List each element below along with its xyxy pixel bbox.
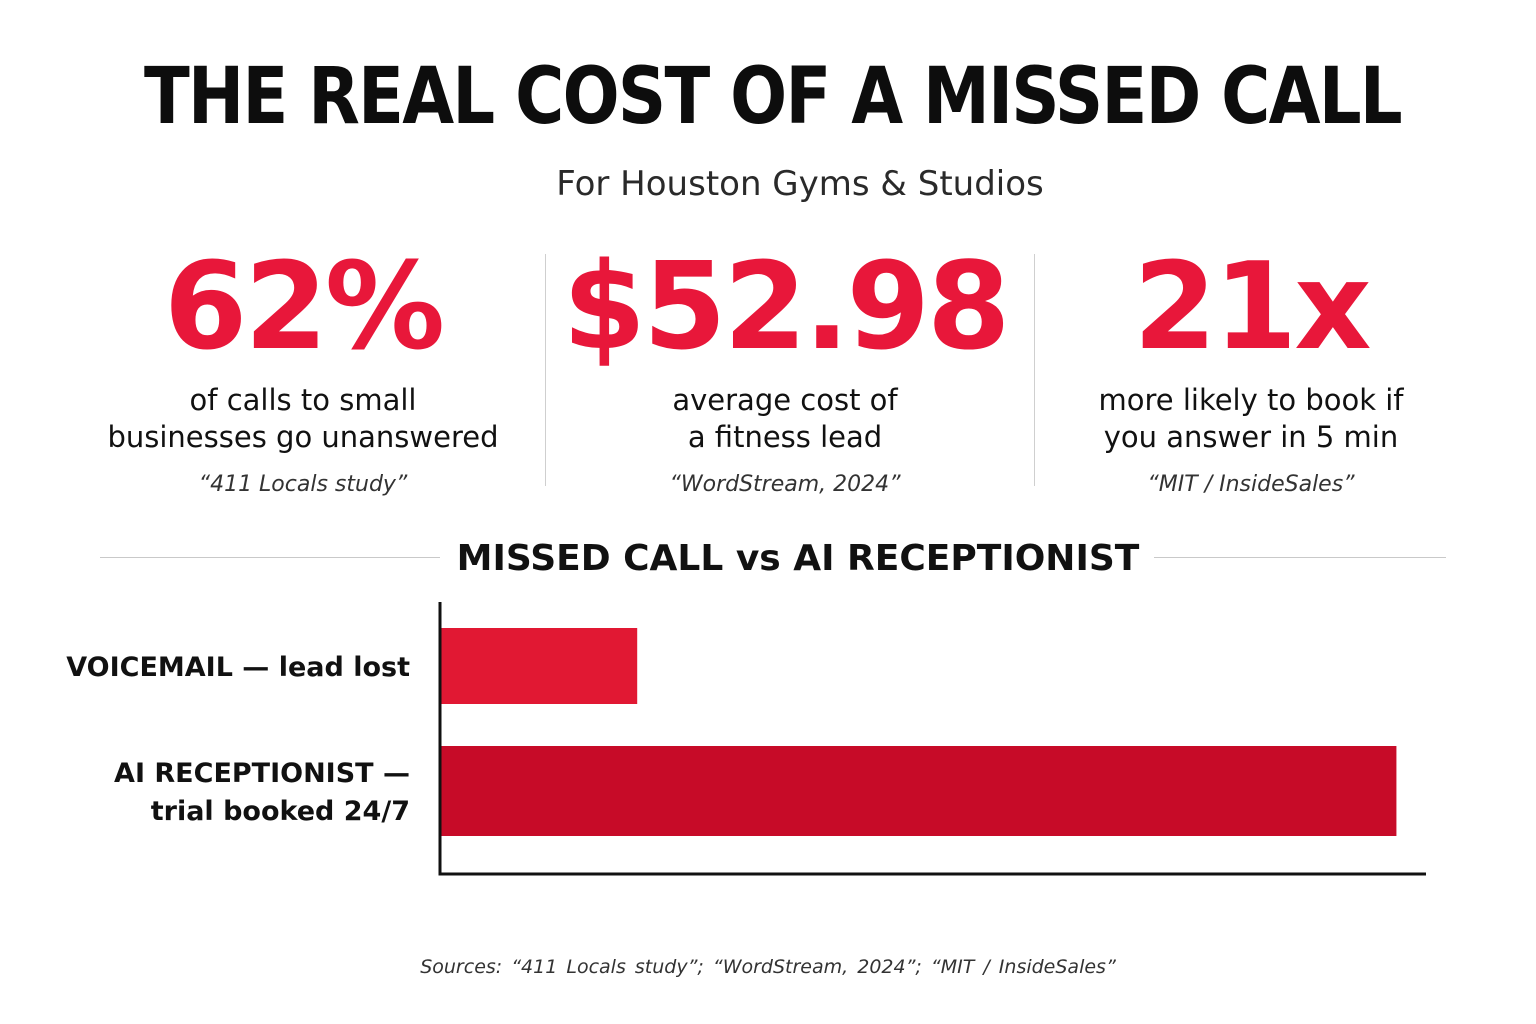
stat-description: average cost of a fitness lead (672, 383, 898, 454)
stat-description: more likely to book if you answer in 5 m… (1098, 383, 1404, 454)
section-rule-right (1154, 557, 1446, 558)
section-rule-left (100, 557, 440, 558)
stat-description: of calls to small businesses go unanswer… (107, 383, 499, 454)
stat-card-unanswered-calls: 62% of calls to small businesses go unan… (68, 238, 538, 497)
bar-category-label: trial booked 24/7 (151, 796, 410, 827)
page-subtitle: For Houston Gyms & Studios (556, 164, 1044, 204)
stat-value: 21x (1133, 238, 1371, 377)
stat-divider (1034, 254, 1035, 486)
stat-source: “MIT / InsideSales” (1147, 472, 1355, 497)
stat-source: “WordStream, 2024” (669, 472, 901, 497)
bar-category-label: VOICEMAIL — lead lost (66, 652, 410, 683)
chart-title: MISSED CALL vs AI RECEPTIONIST (456, 538, 1140, 579)
bar-0 (440, 628, 638, 704)
stat-divider (545, 254, 546, 486)
stat-value: 62% (163, 238, 445, 377)
page-title: THE REAL COST OF A MISSED CALL (144, 52, 1403, 142)
stat-source: “411 Locals study” (198, 472, 408, 497)
stat-card-booking-likelihood: 21x more likely to book if you answer in… (1016, 238, 1486, 497)
bar-1 (440, 746, 1397, 836)
stat-card-lead-cost: $52.98 average cost of a fitness lead “W… (550, 238, 1020, 497)
bar-category-label: AI RECEPTIONIST — (114, 758, 410, 789)
stat-value: $52.98 (562, 238, 1010, 377)
sources-footnote: Sources: “411 Locals study”; “WordStream… (420, 956, 1116, 978)
